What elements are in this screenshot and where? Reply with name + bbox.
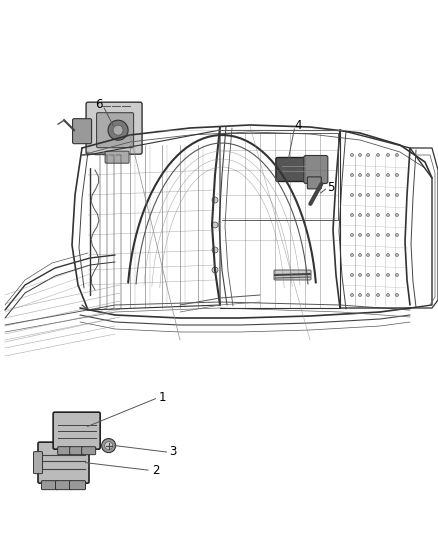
FancyBboxPatch shape [58,447,72,455]
Circle shape [377,294,379,296]
Circle shape [386,174,389,176]
Circle shape [377,273,379,277]
Circle shape [386,233,389,237]
Circle shape [396,294,399,296]
Text: 1: 1 [158,391,166,403]
Circle shape [350,254,353,256]
FancyBboxPatch shape [274,270,311,280]
Circle shape [358,273,361,277]
Circle shape [367,193,370,197]
Circle shape [386,254,389,256]
Circle shape [367,154,370,157]
Circle shape [377,233,379,237]
Circle shape [212,267,218,273]
FancyBboxPatch shape [73,119,92,144]
Circle shape [212,247,218,253]
FancyBboxPatch shape [70,447,84,455]
Circle shape [358,233,361,237]
Circle shape [350,273,353,277]
FancyBboxPatch shape [304,156,328,183]
Circle shape [396,254,399,256]
Circle shape [350,214,353,216]
Circle shape [367,273,370,277]
FancyBboxPatch shape [38,442,89,483]
Circle shape [386,154,389,157]
Circle shape [377,154,379,157]
Circle shape [212,222,218,228]
Text: 3: 3 [170,446,177,458]
Circle shape [212,197,218,203]
Circle shape [377,214,379,216]
Circle shape [358,154,361,157]
Circle shape [105,441,113,450]
FancyBboxPatch shape [105,151,129,163]
Circle shape [358,174,361,176]
FancyBboxPatch shape [42,481,57,490]
Circle shape [386,193,389,197]
Circle shape [113,125,123,135]
Text: 6: 6 [95,98,102,111]
Circle shape [367,214,370,216]
Circle shape [350,294,353,296]
Circle shape [396,233,399,237]
Circle shape [350,233,353,237]
Circle shape [358,254,361,256]
Circle shape [377,254,379,256]
Circle shape [358,294,361,296]
Circle shape [367,294,370,296]
FancyBboxPatch shape [81,447,95,455]
FancyBboxPatch shape [34,451,42,474]
FancyBboxPatch shape [307,177,321,189]
FancyBboxPatch shape [53,412,100,449]
Circle shape [350,154,353,157]
Circle shape [367,254,370,256]
FancyBboxPatch shape [56,481,71,490]
Circle shape [367,174,370,176]
Circle shape [102,439,116,453]
FancyBboxPatch shape [70,481,85,490]
FancyBboxPatch shape [96,112,134,148]
Circle shape [358,214,361,216]
Circle shape [396,214,399,216]
Circle shape [396,154,399,157]
Circle shape [350,174,353,176]
Circle shape [108,120,128,140]
Text: 2: 2 [152,464,159,477]
Circle shape [396,193,399,197]
Circle shape [377,174,379,176]
FancyBboxPatch shape [276,157,312,182]
Circle shape [367,233,370,237]
Circle shape [386,294,389,296]
Text: 5: 5 [327,181,334,194]
Circle shape [358,193,361,197]
Circle shape [396,174,399,176]
Circle shape [386,273,389,277]
Circle shape [377,193,379,197]
Circle shape [386,214,389,216]
Circle shape [350,193,353,197]
FancyBboxPatch shape [86,102,142,154]
Text: 4: 4 [294,119,302,132]
Circle shape [396,273,399,277]
